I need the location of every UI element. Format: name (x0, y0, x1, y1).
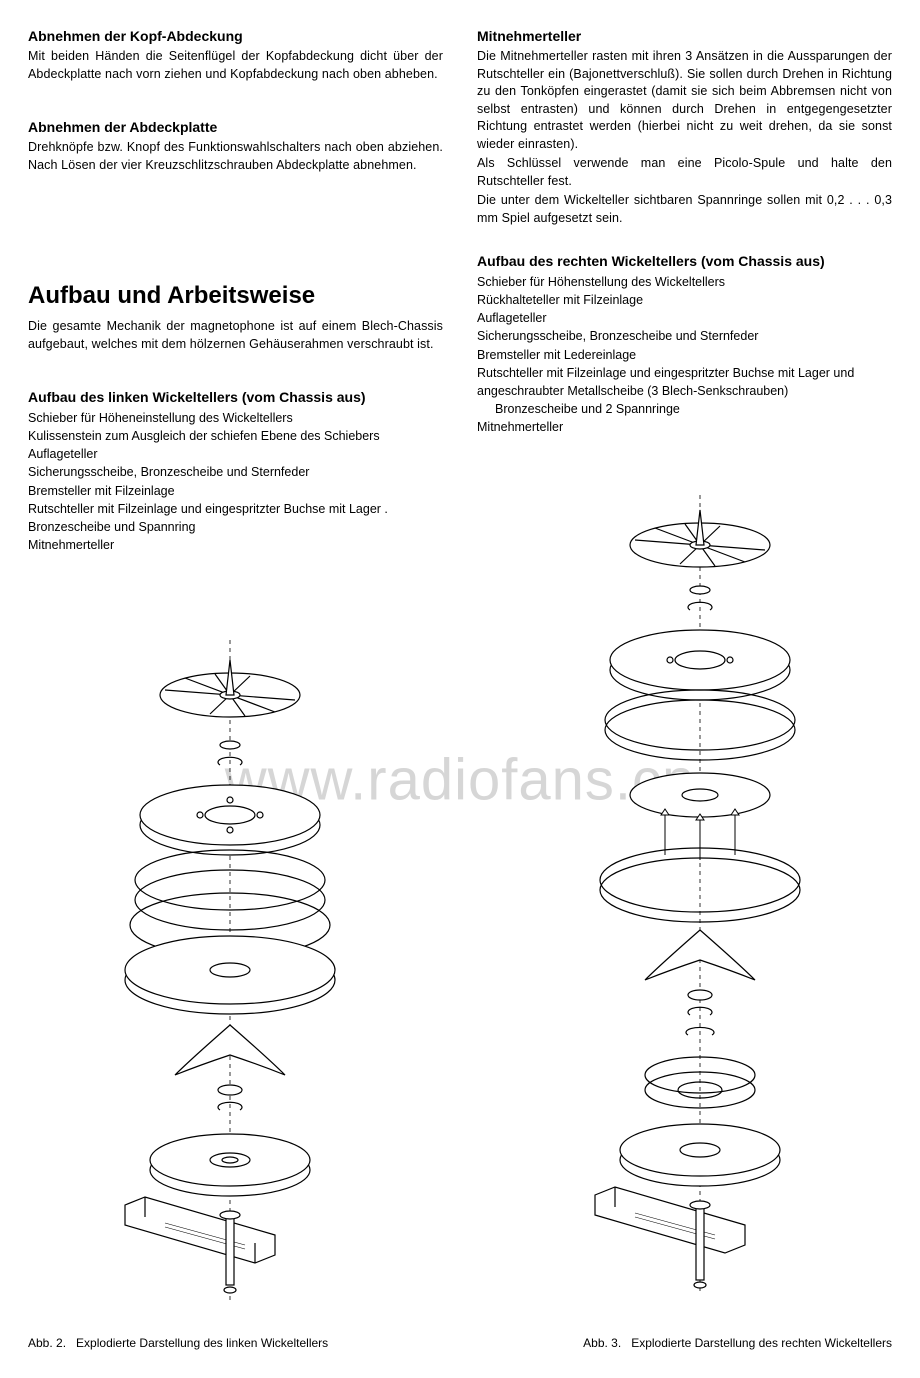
list-item: Bremsteller mit Filzeinlage (28, 482, 443, 500)
list-item: Mitnehmerteller (477, 418, 892, 436)
body-mitnehmerteller-1: Die Mitnehmerteller rasten mit ihren 3 A… (477, 48, 892, 153)
figure-caption-left: Abb. 2. Explodierte Darstellung des link… (28, 1336, 328, 1350)
figure-caption-text: Explodierte Darstellung des linken Wicke… (76, 1336, 328, 1350)
exploded-diagram-icon (540, 495, 860, 1325)
heading-rechter-wickelteller: Aufbau des rechten Wickeltellers (vom Ch… (477, 253, 892, 269)
figure-caption-right: Abb. 3. Explodierte Darstellung des rech… (583, 1336, 892, 1350)
list-item: Mitnehmerteller (28, 536, 443, 554)
body-abnehmen-kopf: Mit beiden Händen die Seitenflügel der K… (28, 48, 443, 83)
page: Abnehmen der Kopf-Abdeckung Mit beiden H… (0, 0, 920, 1378)
heading-abnehmen-kopf: Abnehmen der Kopf-Abdeckung (28, 28, 443, 44)
heading-mitnehmerteller: Mitnehmerteller (477, 28, 892, 44)
list-item: Bronzescheibe und 2 Spannringe (477, 400, 892, 418)
two-column-layout: Abnehmen der Kopf-Abdeckung Mit beiden H… (28, 28, 892, 554)
list-item: Rutschteller mit Filzeinlage und eingesp… (28, 500, 443, 518)
list-linker-wickelteller: Schieber für Höheneinstellung des Wickel… (28, 409, 443, 554)
list-rechter-wickelteller: Schieber für Höhenstellung des Wickeltel… (477, 273, 892, 436)
list-item: Rutschteller mit Filzeinlage und eingesp… (477, 364, 892, 400)
heading-linker-wickelteller: Aufbau des linken Wickeltellers (vom Cha… (28, 389, 443, 405)
body-mitnehmerteller-2: Als Schlüssel verwende man eine Picolo-S… (477, 155, 892, 190)
figure-right-exploded-view (540, 495, 860, 1325)
exploded-diagram-icon (70, 640, 390, 1330)
body-abnehmen-abdeck: Drehknöpfe bzw. Knopf des Funktionswahls… (28, 139, 443, 174)
figure-label: Abb. 3. (583, 1336, 621, 1350)
heading-aufbau-arbeitsweise: Aufbau und Arbeitsweise (28, 282, 443, 310)
list-item: Bronzescheibe und Spannring (28, 518, 443, 536)
figure-label: Abb. 2. (28, 1336, 66, 1350)
list-item: Schieber für Höhenstellung des Wickeltel… (477, 273, 892, 291)
list-item: Sicherungsscheibe, Bronzescheibe und Ste… (477, 327, 892, 345)
list-item: Sicherungsscheibe, Bronzescheibe und Ste… (28, 463, 443, 481)
left-column: Abnehmen der Kopf-Abdeckung Mit beiden H… (28, 28, 443, 554)
figure-left-exploded-view (70, 640, 390, 1330)
body-aufbau-arbeitsweise: Die gesamte Mechanik der magnetophone is… (28, 318, 443, 353)
list-item: Schieber für Höheneinstellung des Wickel… (28, 409, 443, 427)
list-item: Bremsteller mit Ledereinlage (477, 346, 892, 364)
heading-abnehmen-abdeck: Abnehmen der Abdeckplatte (28, 119, 443, 135)
list-item: Auflageteller (28, 445, 443, 463)
list-item: Rückhalteteller mit Filzeinlage (477, 291, 892, 309)
body-mitnehmerteller-3: Die unter dem Wickelteller sichtbaren Sp… (477, 192, 892, 227)
list-item: Kulissenstein zum Ausgleich der schiefen… (28, 427, 443, 445)
list-item: Auflageteller (477, 309, 892, 327)
figure-caption-text: Explodierte Darstellung des rechten Wick… (631, 1336, 892, 1350)
right-column: Mitnehmerteller Die Mitnehmerteller rast… (477, 28, 892, 554)
